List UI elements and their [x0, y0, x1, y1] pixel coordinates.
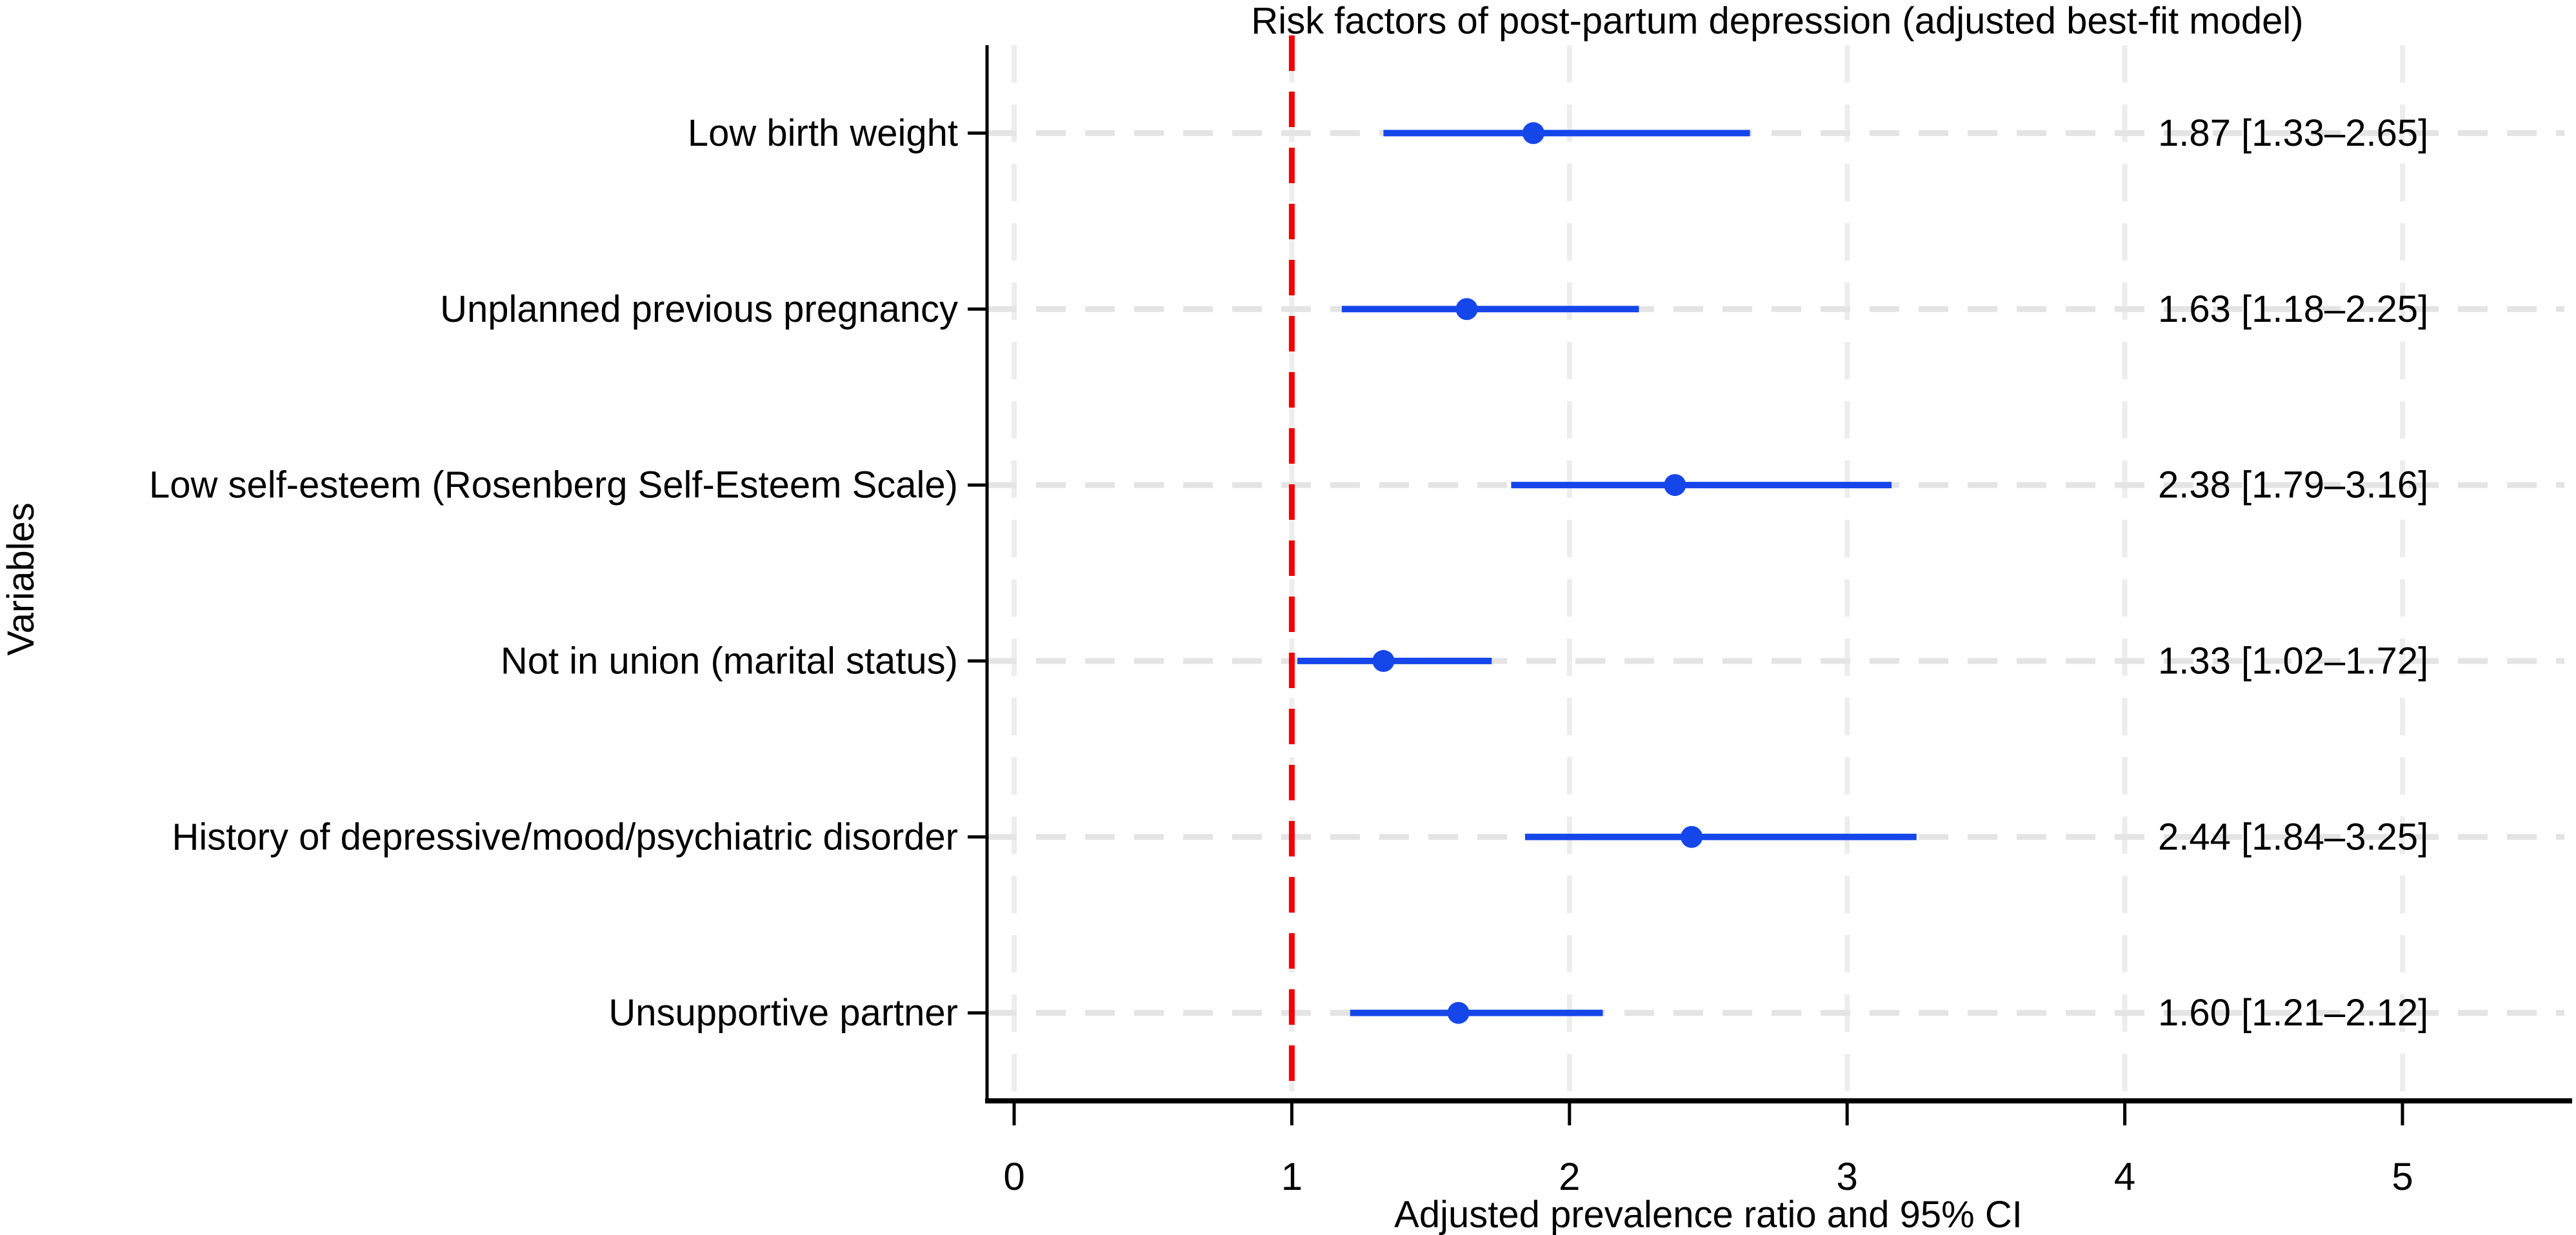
x-tick-label: 2 [1559, 1155, 1580, 1198]
chart-title: Risk factors of post-partum depression (… [1251, 0, 2303, 42]
point-estimate-marker [1522, 122, 1544, 144]
x-tick-label: 0 [1003, 1155, 1024, 1198]
row-label: Unplanned previous pregnancy [440, 288, 958, 330]
y-axis-title: Variables [0, 502, 42, 656]
x-tick-label: 3 [1837, 1155, 1858, 1198]
estimate-annotation: 2.44 [1.84–3.25] [2158, 816, 2428, 858]
estimate-annotation: 1.33 [1.02–1.72] [2158, 640, 2428, 682]
point-estimate-marker [1455, 298, 1478, 321]
point-estimate-marker [1372, 649, 1395, 672]
estimate-annotation: 1.63 [1.18–2.25] [2158, 288, 2428, 330]
x-axis-title: Adjusted prevalence ratio and 95% CI [1394, 1194, 2022, 1235]
x-tick-label: 5 [2391, 1155, 2413, 1198]
row-label: History of depressive/mood/psychiatric d… [172, 816, 958, 858]
x-tick-label: 1 [1281, 1155, 1303, 1198]
estimate-annotation: 1.87 [1.33–2.65] [2158, 112, 2428, 154]
estimate-annotation: 2.38 [1.79–3.16] [2158, 464, 2428, 506]
point-estimate-marker [1681, 825, 1703, 848]
point-estimate-marker [1447, 1002, 1470, 1024]
x-tick-label: 4 [2114, 1155, 2135, 1198]
row-label: Unsupportive partner [608, 992, 958, 1034]
point-estimate-marker [1664, 474, 1686, 497]
row-label: Low self-esteem (Rosenberg Self-Esteem S… [149, 464, 958, 506]
row-label: Low birth weight [688, 112, 958, 154]
row-label: Not in union (marital status) [501, 640, 958, 682]
estimate-annotation: 1.60 [1.21–2.12] [2158, 992, 2428, 1034]
